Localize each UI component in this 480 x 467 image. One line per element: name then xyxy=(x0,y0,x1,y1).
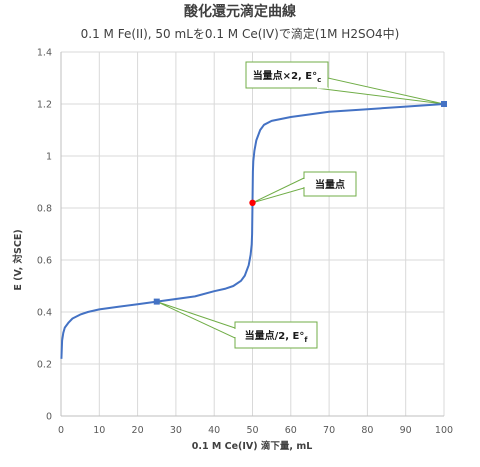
callout-label-subscript: c xyxy=(317,76,321,84)
x-tick-label: 20 xyxy=(132,425,144,436)
chart-title: 酸化還元滴定曲線 xyxy=(184,3,296,20)
callout-label-main: 当量点/2, E° xyxy=(245,329,305,342)
x-tick-label: 90 xyxy=(400,425,412,436)
callout-label: 当量点/2, E°f xyxy=(245,329,309,344)
series-layer xyxy=(60,103,445,359)
y-tick-labels: 0 0.2 0.4 0.6 0.8 1 1.2 1.4 xyxy=(37,48,52,423)
y-axis-label: E (V, 対SCE) xyxy=(12,229,24,290)
callout-label-main: 当量点 xyxy=(315,178,345,191)
chart-subtitle: 0.1 M Fe(II), 50 mLを0.1 M Ce(IV)で滴定(1M H… xyxy=(81,26,400,41)
callout-box xyxy=(303,171,357,197)
y-tick-label: 1.2 xyxy=(37,100,52,111)
callout-box xyxy=(234,321,318,349)
callout-label-subscript: f xyxy=(304,336,308,344)
y-tick-label: 0.6 xyxy=(37,256,52,267)
x-tick-label: 40 xyxy=(208,425,220,436)
x-tick-label: 50 xyxy=(246,425,258,436)
x-tick-label: 30 xyxy=(170,425,182,436)
y-tick-label: 0.2 xyxy=(37,360,52,371)
y-tick-label: 1.4 xyxy=(37,48,52,59)
x-tick-label: 0 xyxy=(58,425,64,436)
x-axis-label: 0.1 M Ce(IV) 滴下量, mL xyxy=(192,440,313,452)
data-marker-square xyxy=(441,101,447,107)
y-tick-label: 0.8 xyxy=(37,204,52,215)
x-tick-labels: 0 10 20 30 40 50 60 70 80 90 100 xyxy=(58,425,453,436)
y-tick-label: 0 xyxy=(46,412,52,423)
data-marker-circle xyxy=(249,199,256,206)
data-marker-square xyxy=(153,298,160,305)
callout-label: 当量点 xyxy=(315,178,345,191)
callout-pointer xyxy=(156,301,236,339)
callout-box xyxy=(245,61,329,89)
markers-layer xyxy=(153,101,447,305)
callout-pointer xyxy=(252,177,305,204)
y-tick-label: 0.4 xyxy=(37,308,52,319)
x-tick-label: 60 xyxy=(285,425,297,436)
y-tick-label: 1 xyxy=(46,152,52,163)
titration-curve-line xyxy=(60,103,445,359)
x-tick-label: 100 xyxy=(435,425,453,436)
x-tick-label: 10 xyxy=(93,425,105,436)
callout-label-main: 当量点×2, E° xyxy=(253,69,317,82)
x-tick-label: 80 xyxy=(361,425,373,436)
x-tick-label: 70 xyxy=(323,425,335,436)
callout-pointer xyxy=(314,77,445,105)
callout-label: 当量点×2, E°c xyxy=(253,69,322,84)
